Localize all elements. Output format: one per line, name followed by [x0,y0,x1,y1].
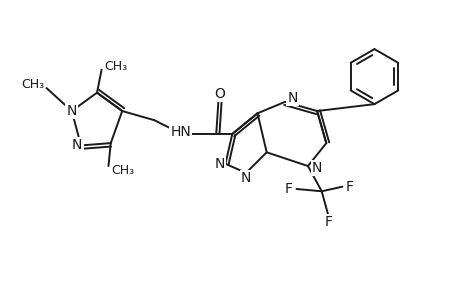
Text: CH₃: CH₃ [21,78,44,91]
Text: N: N [214,157,224,171]
Text: N: N [67,104,77,118]
Text: HN: HN [170,125,191,139]
Text: N: N [287,91,297,105]
Text: CH₃: CH₃ [111,164,134,177]
Text: F: F [284,182,292,196]
Text: F: F [345,180,353,194]
Text: N: N [241,171,251,185]
Text: N: N [311,161,321,175]
Text: F: F [324,215,332,229]
Text: N: N [72,138,82,152]
Text: O: O [213,87,224,101]
Text: CH₃: CH₃ [104,60,127,73]
